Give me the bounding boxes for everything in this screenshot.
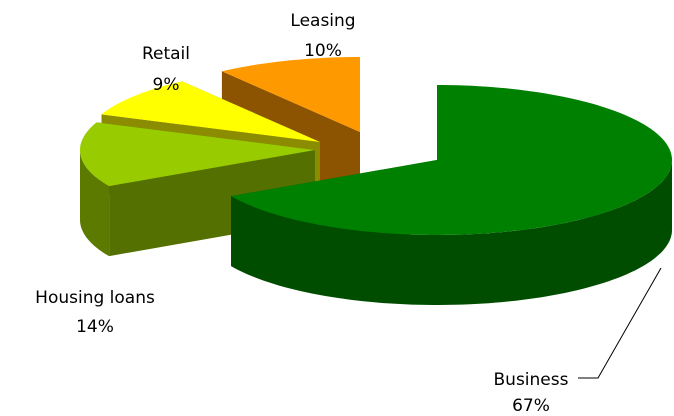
pie bbox=[80, 57, 672, 305]
slice bbox=[221, 57, 360, 132]
slice bbox=[231, 85, 672, 235]
value-label: 67% bbox=[512, 396, 550, 416]
slice bbox=[101, 81, 320, 142]
leader-line bbox=[578, 267, 662, 379]
value-label: 10% bbox=[304, 41, 342, 61]
slice-side bbox=[80, 150, 110, 257]
value-label: 9% bbox=[153, 75, 180, 95]
value-label: 14% bbox=[76, 317, 114, 337]
category-label: Business bbox=[494, 370, 569, 390]
slice bbox=[80, 122, 315, 187]
slice-side bbox=[231, 160, 672, 305]
category-label: Leasing bbox=[290, 11, 355, 31]
category-label: Housing loans bbox=[35, 288, 155, 308]
category-label: Retail bbox=[142, 44, 190, 64]
